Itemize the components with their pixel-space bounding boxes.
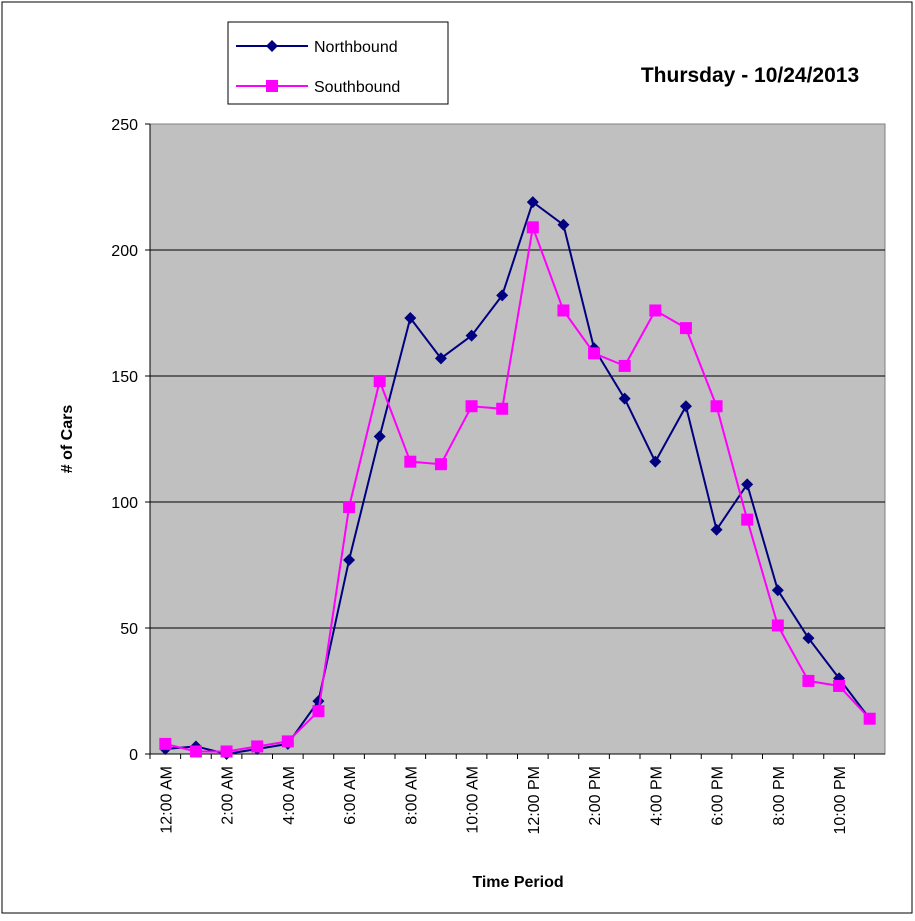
data-point xyxy=(526,196,539,209)
x-tick-label: 10:00 PM xyxy=(832,766,849,834)
data-point xyxy=(281,735,294,748)
data-point xyxy=(434,458,447,471)
y-tick-label: 0 xyxy=(129,747,138,764)
legend-marker xyxy=(266,80,278,92)
data-point xyxy=(863,712,876,725)
data-point xyxy=(802,632,815,645)
y-tick-label: 100 xyxy=(111,495,138,512)
y-tick-label: 50 xyxy=(120,621,138,638)
data-point xyxy=(159,737,172,750)
data-point xyxy=(649,455,662,468)
x-tick-label: 6:00 AM xyxy=(342,766,359,825)
x-tick-label: 4:00 AM xyxy=(281,766,298,825)
data-point xyxy=(343,553,356,566)
x-tick-label: 8:00 AM xyxy=(403,766,420,825)
chart-title: Thursday - 10/24/2013 xyxy=(641,64,859,87)
x-tick-label: 12:00 PM xyxy=(526,766,543,834)
x-tick-label: 2:00 AM xyxy=(220,766,237,825)
data-point xyxy=(771,619,784,632)
data-point xyxy=(465,400,478,413)
data-point xyxy=(404,312,417,325)
data-point xyxy=(771,584,784,597)
data-point xyxy=(312,695,325,708)
x-tick-label: 6:00 PM xyxy=(710,766,727,826)
data-point xyxy=(618,359,631,372)
data-point xyxy=(220,745,233,758)
data-point xyxy=(343,501,356,514)
data-point xyxy=(741,513,754,526)
data-point xyxy=(496,289,509,302)
data-point xyxy=(618,392,631,405)
x-tick-label: 2:00 PM xyxy=(587,766,604,826)
x-tick-label: 10:00 AM xyxy=(465,766,482,834)
data-point xyxy=(588,347,601,360)
data-point xyxy=(710,400,723,413)
data-point xyxy=(679,322,692,335)
y-axis-label: # of Cars xyxy=(59,405,76,474)
data-point xyxy=(679,400,692,413)
x-axis-label: Time Period xyxy=(472,874,563,891)
data-point xyxy=(557,218,570,231)
data-point xyxy=(373,375,386,388)
y-tick-label: 250 xyxy=(111,117,138,134)
legend-marker xyxy=(266,40,278,52)
data-point xyxy=(312,705,325,718)
y-tick-label: 150 xyxy=(111,369,138,386)
data-point xyxy=(465,329,478,342)
data-point xyxy=(526,221,539,234)
legend xyxy=(227,21,449,105)
data-point xyxy=(833,679,846,692)
legend-label: Southbound xyxy=(314,79,400,96)
data-point xyxy=(802,674,815,687)
data-point xyxy=(710,523,723,536)
legend-label: Northbound xyxy=(314,39,398,56)
data-point xyxy=(404,455,417,468)
data-point xyxy=(189,745,202,758)
data-point xyxy=(251,740,264,753)
data-point xyxy=(496,402,509,415)
x-tick-label: 4:00 PM xyxy=(648,766,665,826)
data-point xyxy=(373,430,386,443)
x-tick-label: 12:00 AM xyxy=(158,766,175,834)
plot-area xyxy=(149,123,886,755)
x-tick-label: 8:00 PM xyxy=(771,766,788,826)
y-tick-label: 200 xyxy=(111,243,138,260)
data-point xyxy=(434,352,447,365)
data-point xyxy=(649,304,662,317)
data-point xyxy=(557,304,570,317)
data-point xyxy=(741,478,754,491)
